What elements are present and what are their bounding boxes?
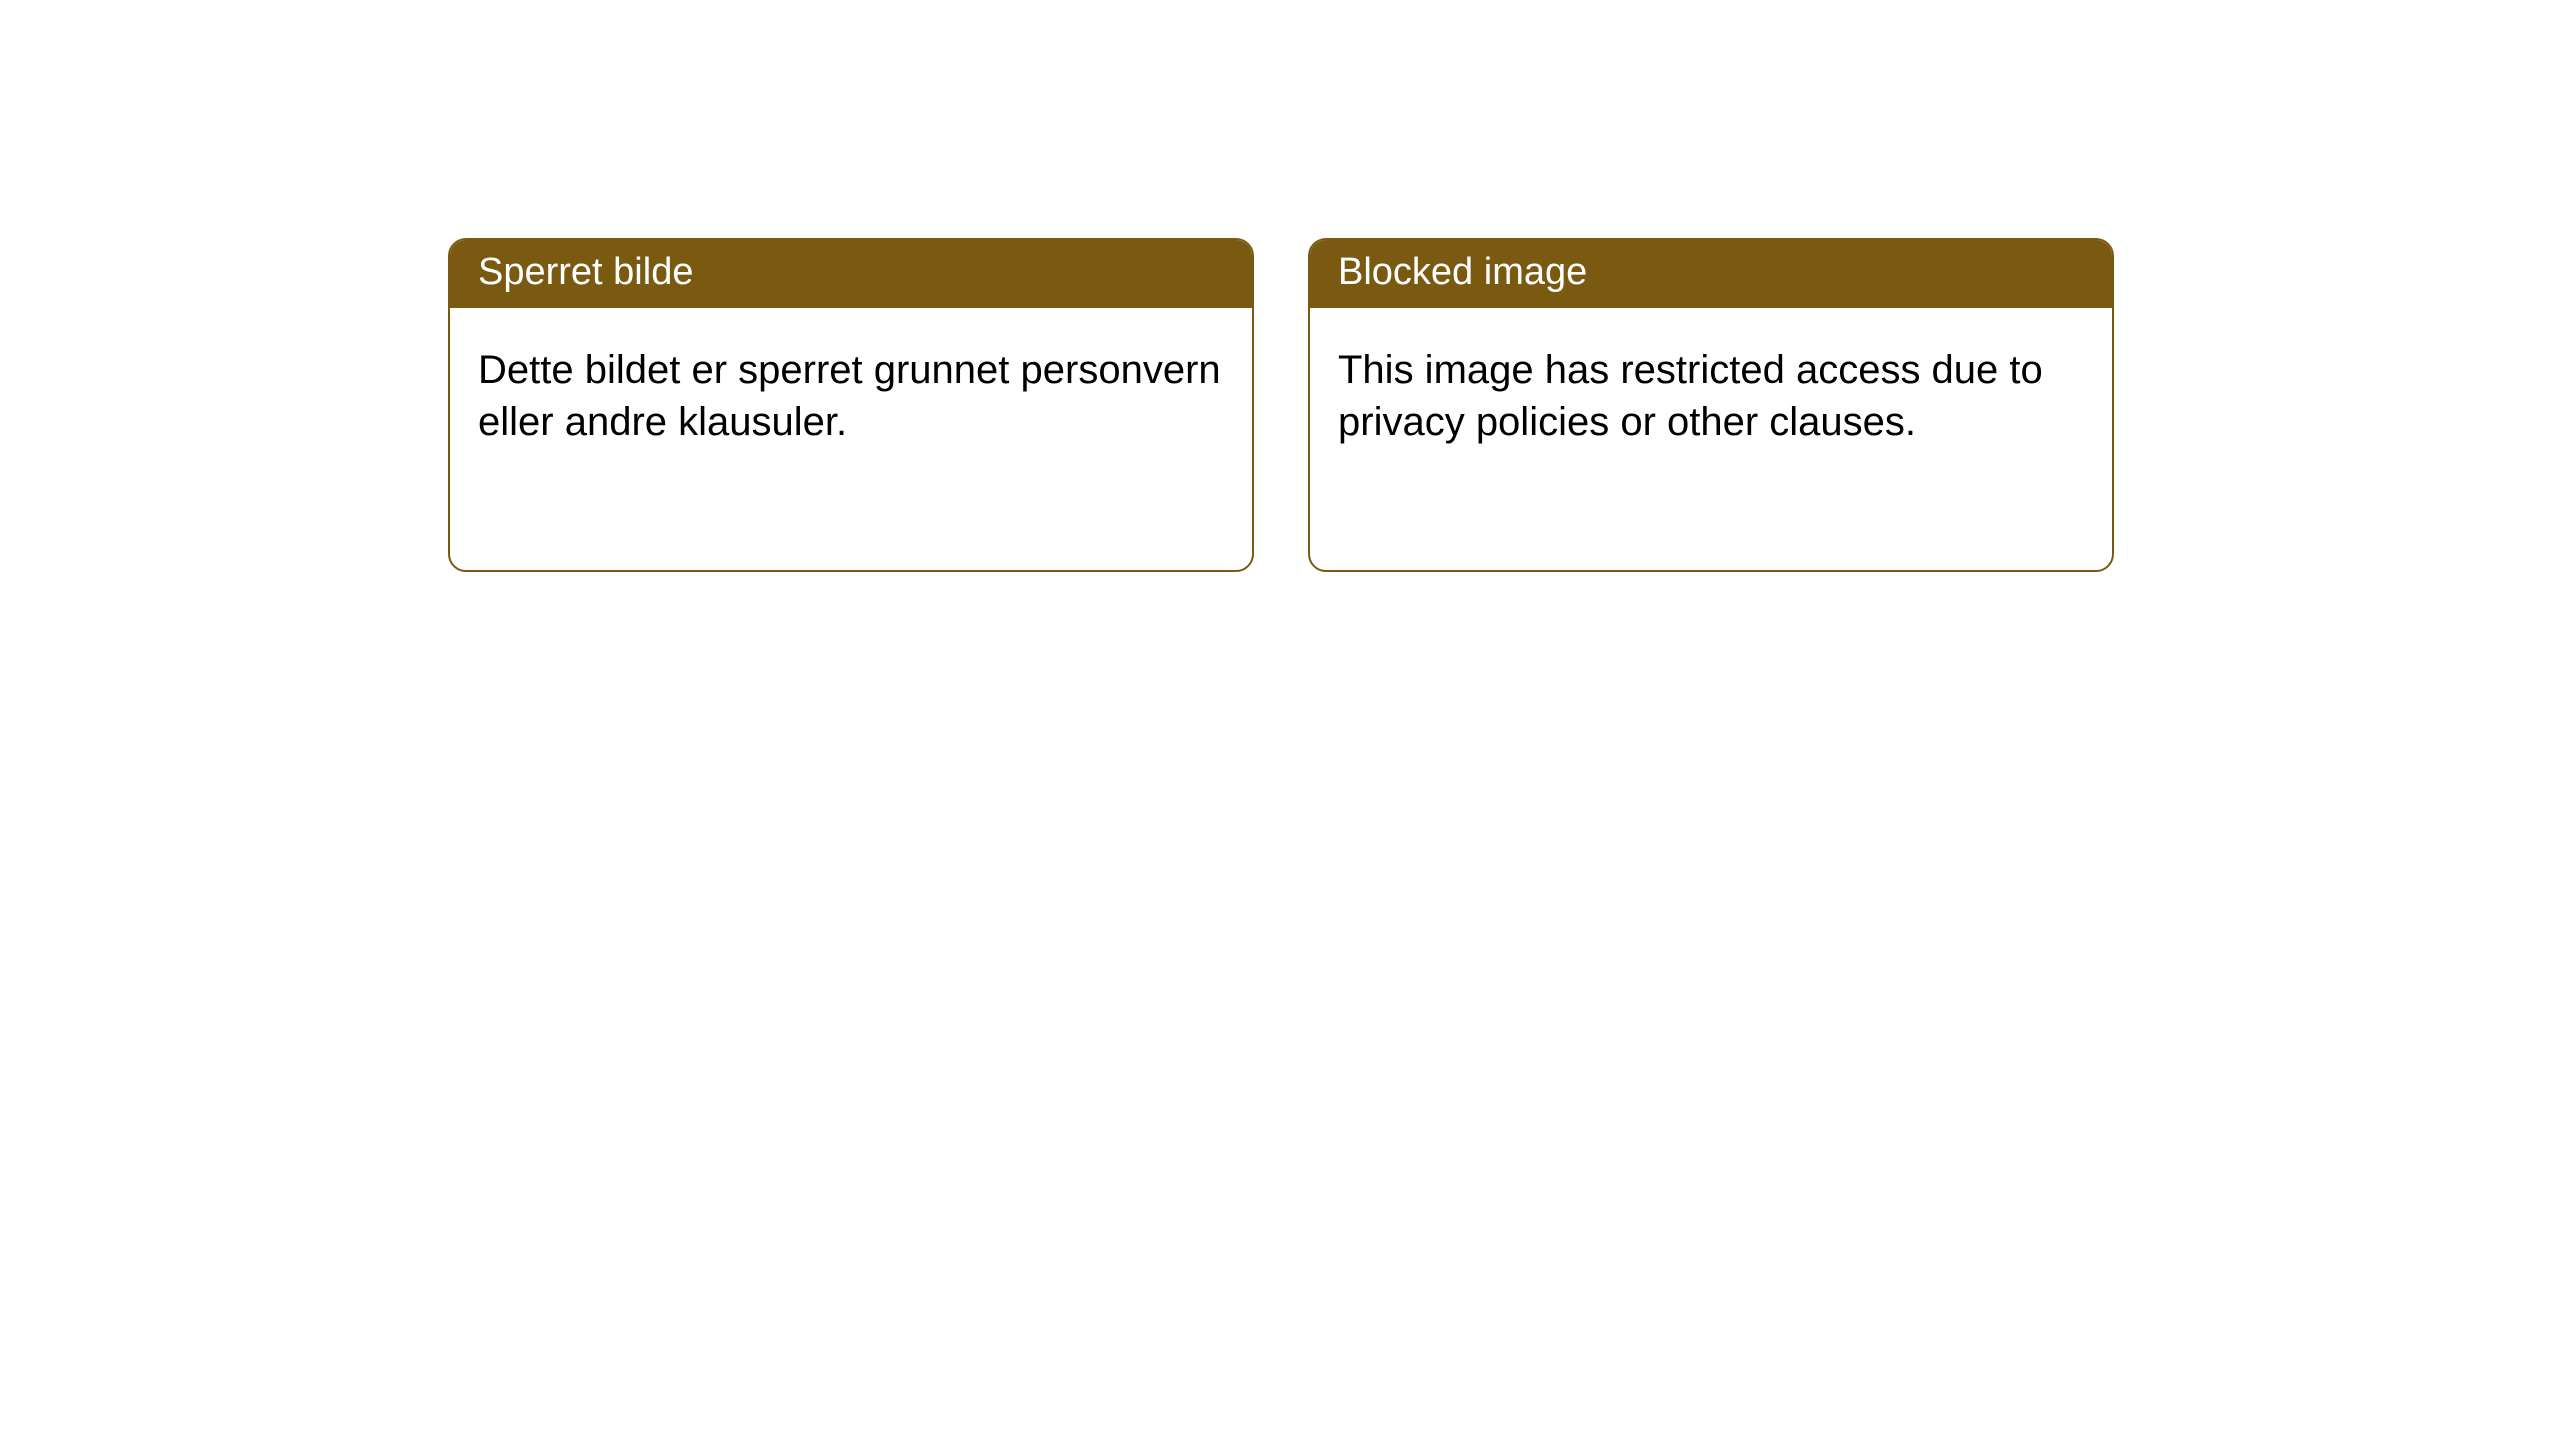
notice-title: Blocked image xyxy=(1338,251,1587,293)
notice-title: Sperret bilde xyxy=(478,251,693,293)
notice-body: Dette bildet er sperret grunnet personve… xyxy=(450,308,1252,478)
notice-body-text: Dette bildet er sperret grunnet personve… xyxy=(478,348,1221,445)
notice-container: Sperret bilde Dette bildet er sperret gr… xyxy=(0,0,2560,572)
notice-body-text: This image has restricted access due to … xyxy=(1338,348,2043,445)
notice-body: This image has restricted access due to … xyxy=(1310,308,2112,478)
notice-header: Blocked image xyxy=(1310,240,2112,308)
notice-card-english: Blocked image This image has restricted … xyxy=(1308,238,2114,572)
notice-card-norwegian: Sperret bilde Dette bildet er sperret gr… xyxy=(448,238,1254,572)
notice-header: Sperret bilde xyxy=(450,240,1252,308)
